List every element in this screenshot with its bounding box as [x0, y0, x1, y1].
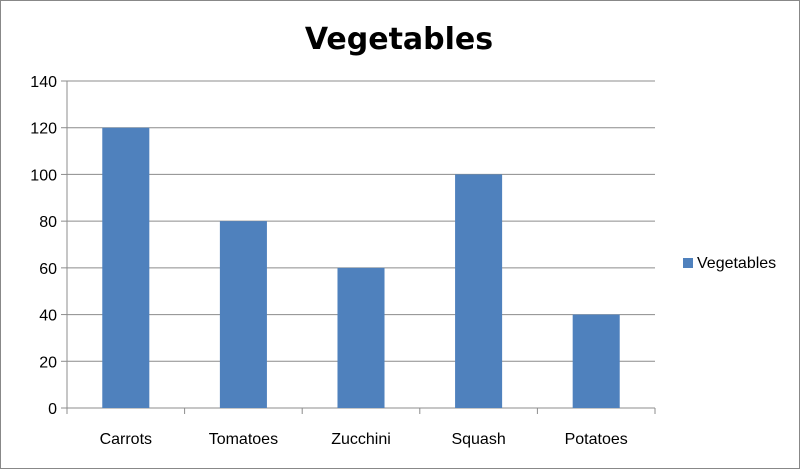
bar-squash — [455, 174, 503, 408]
y-tick-label: 80 — [39, 214, 57, 231]
x-tick-label: Zucchini — [331, 431, 391, 448]
x-tick-label: Squash — [451, 431, 505, 448]
legend-swatch — [683, 258, 693, 268]
bar-potatoes — [572, 314, 620, 408]
x-axis: Carrots Tomatoes Zucchini Squash Potatoes — [66, 407, 656, 448]
y-axis: 0 20 40 60 80 100 120 140 — [30, 74, 68, 418]
y-tick-label: 60 — [39, 261, 57, 278]
y-tick-label: 0 — [48, 401, 57, 418]
y-tick-label: 100 — [30, 167, 57, 184]
legend: Vegetables — [683, 255, 776, 272]
chart-title: Vegetables — [305, 22, 493, 57]
bar-zucchini — [337, 267, 385, 408]
y-tick-label: 140 — [30, 74, 57, 91]
bar-carrots — [102, 127, 150, 408]
legend-label: Vegetables — [697, 255, 776, 272]
bars — [102, 127, 620, 408]
y-tick-label: 20 — [39, 354, 57, 371]
x-tick-label: Potatoes — [565, 431, 628, 448]
x-tick-label: Tomatoes — [209, 431, 278, 448]
bar-tomatoes — [219, 221, 267, 408]
y-tick-label: 120 — [30, 121, 57, 138]
y-tick-label: 40 — [39, 308, 57, 325]
x-tick-label: Carrots — [100, 431, 152, 448]
